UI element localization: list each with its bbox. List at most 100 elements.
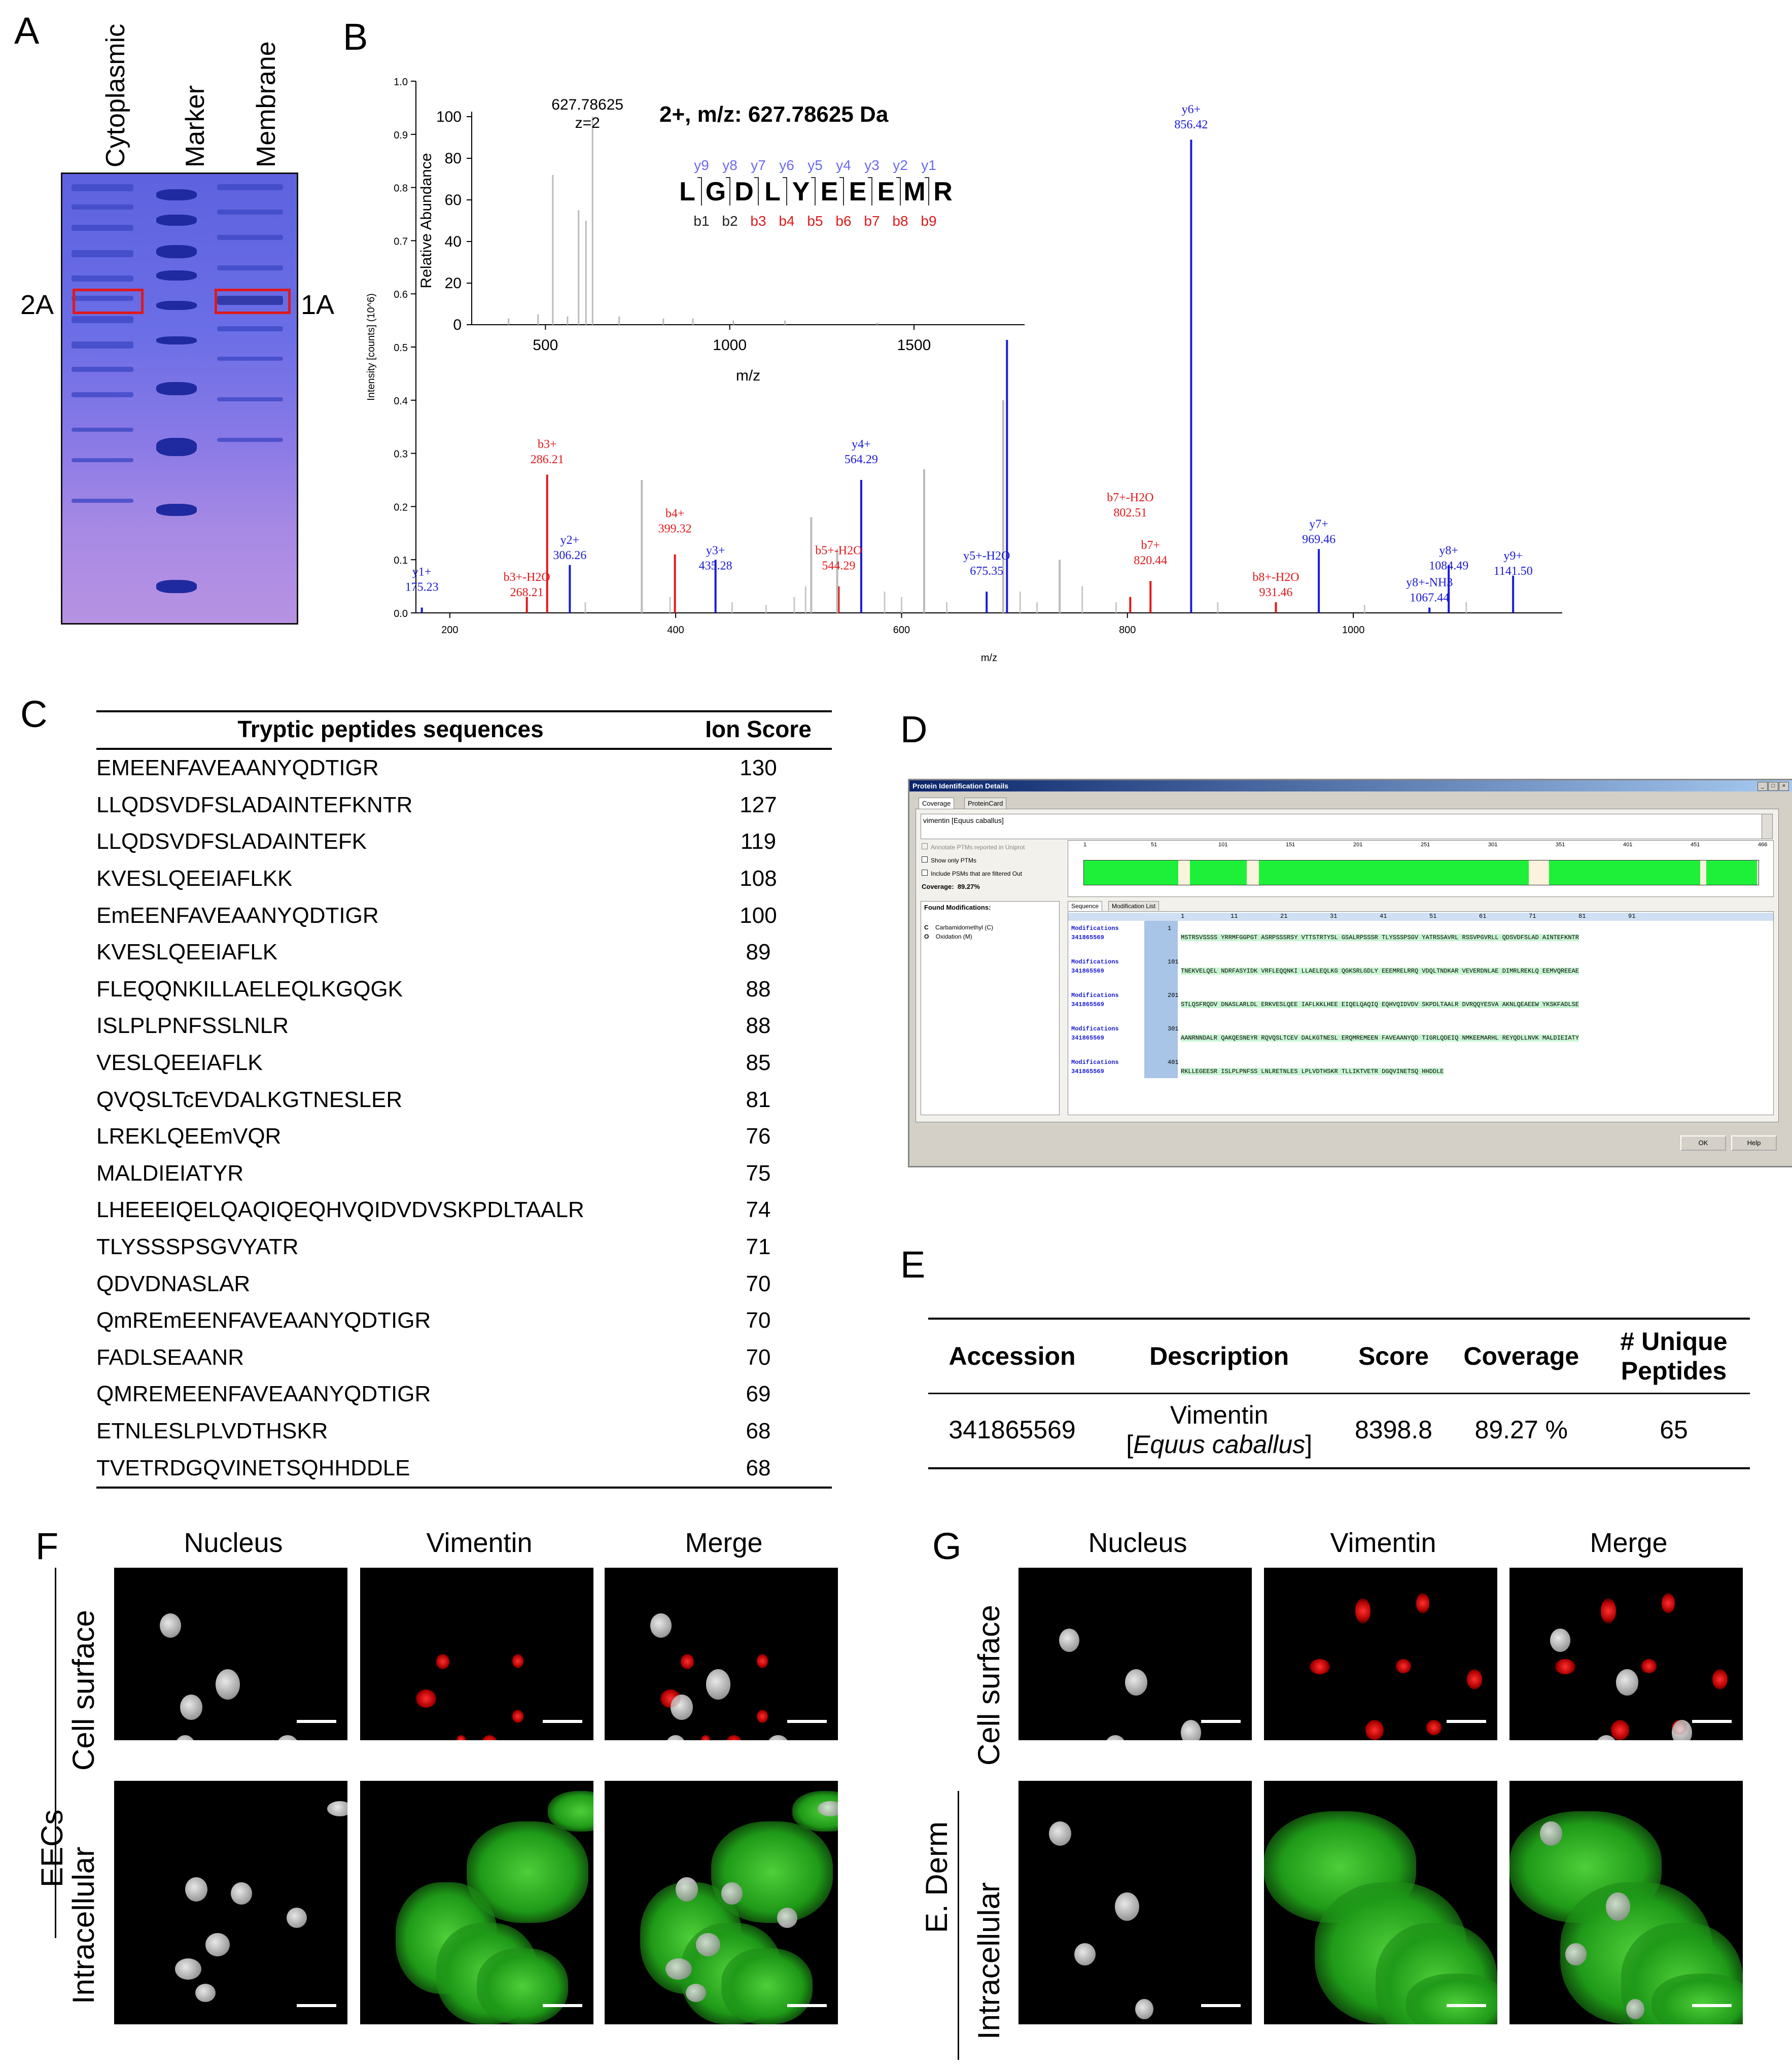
nucleus-stain (706, 1669, 730, 1700)
protein-identification-window: Protein Identification Details _ □ × Cov… (908, 779, 1792, 1167)
unique-peptides-header: # Unique Peptides (1598, 1318, 1750, 1394)
option-annotate-ptms[interactable]: Annotate PTMs reported in Uniprot (922, 843, 1025, 851)
modifications-panel: Found Modifications: C Carbamidomethyl (… (921, 901, 1060, 1115)
band-label-1a: 1A (301, 290, 335, 320)
b-ion-label: b6 (835, 213, 851, 229)
ion-score: 74 (746, 1197, 771, 1223)
coverage-cell: 89.27 % (1445, 1393, 1598, 1469)
y-ion-label: y4 (836, 157, 851, 173)
table-row: MALDIEIATYR 75 (96, 1155, 832, 1192)
micrograph-panel (1018, 1781, 1252, 2024)
nucleus-stain (686, 1984, 706, 2002)
nucleus-stain (818, 1801, 838, 1816)
lane-label-marker: Marker (181, 85, 210, 167)
nucleus-stain (1135, 1999, 1153, 2019)
b-ion-label: b3 (750, 213, 766, 229)
help-button[interactable]: Help (1731, 1135, 1777, 1151)
option-show-ptms[interactable]: Show only PTMs (922, 856, 976, 864)
nucleus-stain (1540, 1821, 1562, 1846)
protein-name-field[interactable]: vimentin [Equus caballus] (921, 814, 1763, 839)
tab-sequence[interactable]: Sequence (1068, 901, 1103, 911)
g-group-label: E. Derm (920, 1821, 954, 1933)
ion-label: y8+ (1439, 544, 1458, 558)
modifications-label: Modifications (1071, 1059, 1119, 1066)
nucleus-stain (1125, 1669, 1147, 1696)
ion-label: b5+-H2O (815, 544, 862, 558)
accession-header: Accession (928, 1318, 1097, 1394)
gel-band (72, 184, 133, 191)
peptide-residue: E (821, 177, 838, 206)
panel-label-f: F (36, 1525, 59, 1567)
table-row: QmREmEENFAVEAANYQDTIGR 70 (96, 1302, 832, 1339)
y-tick-label: 0.8 (394, 183, 408, 194)
x-tick-label: 1000 (1342, 625, 1365, 636)
inset-y-tick-label: 60 (445, 192, 462, 209)
peptide-sequence: QmREmEENFAVEAANYQDTIGR (96, 1308, 431, 1333)
sequence-ruler-tick: 41 (1380, 913, 1387, 920)
sequence-ruler-tick: 51 (1429, 913, 1437, 920)
gel-band (217, 235, 283, 240)
b-ion-label: b2 (722, 213, 737, 229)
ruler-tick: 101 (1218, 842, 1228, 848)
precursor-charge: z=2 (575, 115, 600, 131)
table-row: FADLSEAANR 70 (96, 1339, 832, 1376)
minimize-icon[interactable]: _ (1758, 782, 1768, 791)
ion-mz-label: 399.32 (658, 522, 692, 535)
ion-score: 75 (746, 1160, 771, 1186)
nucleus-stain (180, 1695, 202, 1720)
modifications-label: Modifications (1071, 925, 1119, 932)
nucleus-stain (1181, 1720, 1201, 1740)
ion-score: 68 (746, 1418, 771, 1443)
table-row: EMEENFAVEAANYQDTIGR 130 (96, 749, 832, 787)
b-ion-label: b1 (693, 213, 709, 229)
x-tick-label: 800 (1119, 625, 1136, 636)
micrograph-panel (605, 1568, 838, 1740)
close-icon[interactable]: × (1779, 782, 1789, 791)
vimentin-intracellular-stain (548, 1791, 593, 1832)
peptide-sequence: VESLQEEIAFLK (96, 1050, 263, 1076)
peptide-sequence: LLQDSVDFSLADAINTEFKNTR (96, 792, 413, 817)
option-include-filtered[interactable]: Include PSMs that are filtered Out (922, 870, 1022, 877)
marker-band (156, 301, 197, 310)
marker-band (156, 245, 197, 258)
identification-summary-table: Accession Description Score Coverage # U… (928, 1318, 1750, 1469)
field-scrollbar[interactable] (1762, 814, 1773, 839)
y-ion-label: y8 (722, 157, 737, 173)
nucleus-stain (205, 1933, 230, 1956)
maximize-icon[interactable]: □ (1768, 782, 1778, 791)
tab-coverage[interactable]: Coverage (919, 798, 955, 809)
ok-button[interactable]: OK (1680, 1135, 1726, 1151)
nucleus-stain (1115, 1892, 1139, 1921)
table-row: TLYSSSPSGVYATR 71 (96, 1229, 832, 1266)
nucleus-stain (1049, 1821, 1071, 1846)
vimentin-intracellular-stain (477, 1948, 568, 2024)
y-ion-label: y1 (921, 157, 936, 173)
tab-modification-list[interactable]: Modification List (1108, 901, 1159, 911)
vimentin-surface-stain (456, 1735, 466, 1740)
vimentin-surface-stain (1396, 1659, 1411, 1673)
ion-label: y2+ (560, 534, 580, 547)
accession-cell: 341865569 (928, 1393, 1097, 1469)
nucleus-stain (195, 1984, 216, 2002)
inset-y-tick-label: 0 (453, 317, 462, 333)
window-title: Protein Identification Details (909, 780, 1792, 791)
ion-mz-label: 675.35 (970, 565, 1003, 578)
g-row-intracellular: Intracellular (972, 1882, 1006, 2040)
y-tick-label: 0.1 (394, 555, 408, 566)
vimentin-surface-stain (1426, 1720, 1442, 1735)
peptide-sequence: QDVDNASLAR (96, 1271, 251, 1296)
table-row: EmEENFAVEAANYQDTIGR 100 (96, 897, 832, 934)
nucleus-stain (1596, 1735, 1617, 1740)
score-column-header: Ion Score (685, 710, 832, 750)
nucleus-stain (231, 1882, 252, 1905)
x-axis-title: m/z (981, 652, 997, 664)
peptide-table: Tryptic peptides sequences Ion Score EME… (96, 710, 832, 1489)
ion-score: 70 (746, 1271, 771, 1296)
f-group-label: EECs (35, 1809, 69, 1887)
ruler-tick: 51 (1151, 842, 1157, 848)
ion-mz-label: 856.42 (1174, 118, 1208, 131)
fragment-bracket (839, 177, 844, 205)
nucleus-stain (1616, 1669, 1638, 1696)
tab-proteincard[interactable]: ProteinCard (964, 798, 1007, 809)
peptide-sequence: EMEENFAVEAANYQDTIGR (96, 755, 379, 781)
